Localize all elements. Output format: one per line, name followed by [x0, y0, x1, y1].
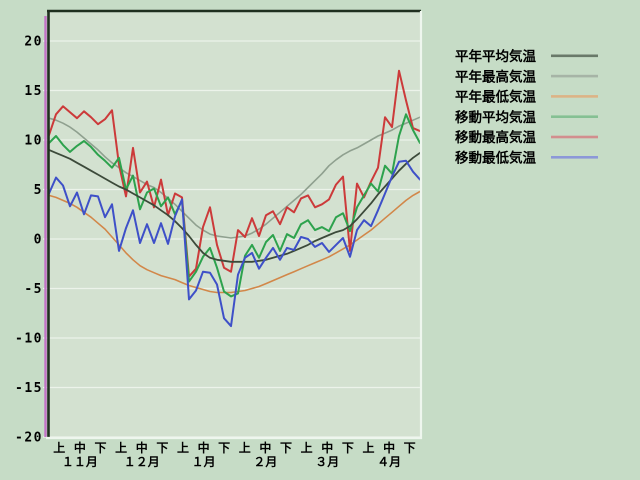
series-line-6	[48, 159, 421, 328]
y-tick-label: -20	[15, 431, 43, 446]
legend-label: 平年最低気温	[455, 89, 536, 106]
x-period-label: 下	[280, 441, 292, 455]
x-month-label: ２月	[253, 455, 277, 469]
legend-line-swatch	[551, 135, 598, 139]
legend-label: 平年最高気温	[455, 68, 536, 85]
x-period-label: 中	[198, 440, 210, 455]
x-period-label: 上	[177, 440, 189, 455]
y-tick-label: -10	[15, 332, 43, 347]
x-period-label: 中	[383, 440, 395, 455]
x-month-label: １２月	[124, 455, 160, 469]
legend-line-swatch	[551, 74, 598, 78]
legend-line-swatch	[551, 115, 598, 118]
series-line-3	[48, 190, 421, 294]
legend-label: 平年平均気温	[455, 48, 536, 65]
legend-line-swatch	[551, 156, 598, 159]
y-tick-label: -15	[15, 381, 43, 396]
y-tick-label: 5	[34, 183, 43, 198]
x-month-label: １月	[192, 455, 216, 469]
y-tick-label: 10	[24, 134, 43, 149]
series-line-5	[48, 69, 421, 278]
x-period-label: 中	[74, 440, 86, 455]
x-period-label: 上	[115, 440, 127, 455]
legend-label: 移動最低気温	[455, 150, 536, 167]
plot-area	[49, 12, 420, 437]
series-line-2	[48, 116, 421, 239]
x-month-label: １１月	[62, 455, 98, 469]
x-period-label: 上	[301, 440, 313, 455]
x-period-label: 下	[218, 441, 230, 455]
x-period-label: 下	[156, 441, 168, 455]
x-period-label: 上	[362, 440, 374, 455]
legend-label: 移動最高気温	[455, 129, 536, 146]
x-period-label: 上	[239, 440, 251, 455]
x-period-label: 下	[342, 441, 354, 455]
x-period-label: 下	[95, 441, 107, 455]
y-tick-label: -5	[24, 282, 43, 297]
y-tick-label: 15	[24, 84, 43, 99]
x-period-label: 中	[321, 440, 333, 455]
legend-line-swatch	[551, 95, 598, 98]
x-period-label: 下	[404, 441, 416, 455]
legend-label: 移動平均気温	[455, 109, 536, 126]
x-period-label: 中	[259, 440, 271, 455]
series-line-1	[48, 148, 421, 263]
x-month-label: ３月	[315, 455, 339, 469]
x-period-label: 中	[136, 440, 148, 455]
y-tick-label: 20	[24, 35, 43, 50]
x-period-label: 上	[53, 440, 65, 455]
legend-line-swatch	[551, 54, 598, 58]
y-tick-label: 0	[34, 233, 43, 248]
x-month-label: ４月	[377, 455, 401, 469]
